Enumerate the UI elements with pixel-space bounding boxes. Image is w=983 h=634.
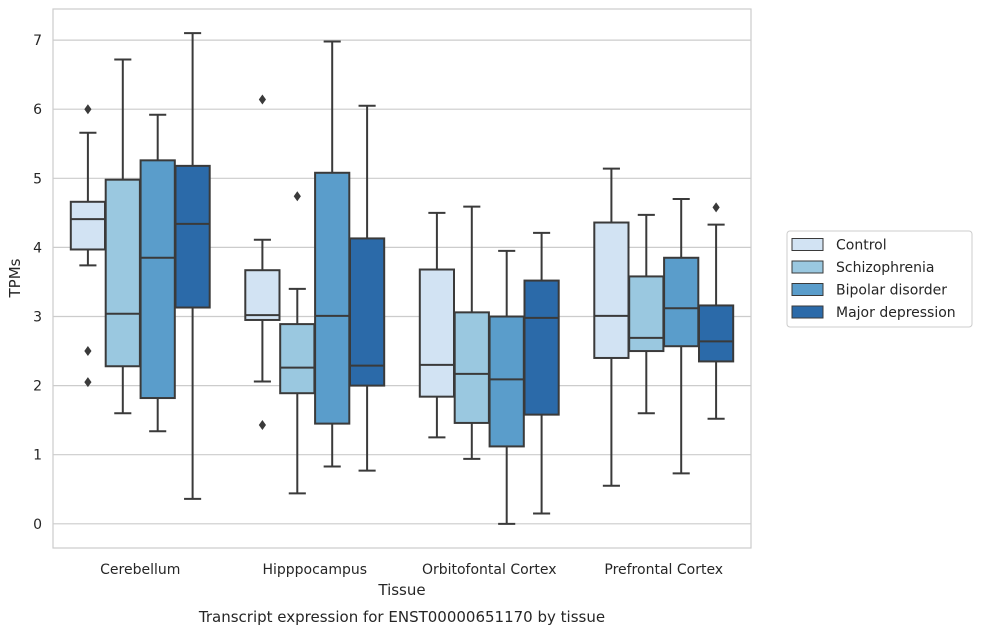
legend-items: Control Schizophrenia Bipolar disorder Majo… bbox=[791, 238, 956, 321]
x-tick-label: Prefrontal Cortex bbox=[604, 562, 723, 578]
box-control bbox=[418, 211, 456, 439]
legend-frame bbox=[786, 230, 973, 328]
iqr-box bbox=[69, 200, 107, 251]
y-tick-label: 2 bbox=[33, 379, 42, 395]
x-tick-label: Orbitofontal Cortex bbox=[422, 562, 557, 578]
outlier-marker bbox=[84, 346, 92, 357]
iqr-box bbox=[488, 315, 525, 448]
box-schizophrenia bbox=[628, 213, 665, 415]
box-schizophrenia bbox=[453, 205, 490, 460]
box-major-depression bbox=[174, 32, 211, 500]
iqr-box bbox=[139, 159, 176, 400]
iqr-box bbox=[279, 323, 316, 395]
iqr-box bbox=[244, 269, 281, 321]
legend-label: Control bbox=[836, 238, 887, 254]
box-schizophrenia bbox=[104, 58, 141, 415]
legend-label: Major depression bbox=[836, 305, 956, 321]
outlier-marker bbox=[84, 377, 92, 388]
legend-swatch bbox=[791, 305, 824, 319]
y-tick-label: 6 bbox=[33, 102, 42, 118]
legend-swatch bbox=[791, 238, 824, 251]
y-tick-label: 5 bbox=[33, 171, 42, 187]
box-bipolar-disorder bbox=[314, 40, 351, 468]
box-bipolar-disorder bbox=[663, 198, 700, 475]
box-control bbox=[244, 94, 281, 430]
y-tick-label: 3 bbox=[33, 310, 42, 326]
iqr-box bbox=[174, 164, 211, 309]
outlier-marker bbox=[258, 419, 266, 430]
iqr-box bbox=[697, 304, 735, 363]
x-tick-label: Hipppocampus bbox=[262, 562, 367, 578]
y-tick-label: 7 bbox=[33, 33, 42, 49]
box-major-depression bbox=[348, 104, 386, 472]
chart-caption: Transcript expression for ENST0000065117… bbox=[198, 608, 605, 626]
iqr-box bbox=[453, 311, 490, 424]
box-series bbox=[69, 32, 735, 525]
legend-swatch bbox=[791, 283, 824, 296]
legend-label: Bipolar disorder bbox=[836, 283, 947, 299]
y-tick-label: 1 bbox=[33, 448, 42, 464]
x-tick-label: Cerebellum bbox=[100, 562, 180, 578]
outlier-marker bbox=[258, 94, 266, 105]
iqr-box bbox=[523, 279, 560, 416]
box-major-depression bbox=[697, 202, 735, 420]
box-control bbox=[69, 104, 107, 388]
y-tick-label: 4 bbox=[33, 240, 42, 256]
box-control bbox=[593, 167, 630, 487]
box-schizophrenia bbox=[279, 191, 316, 495]
legend-label: Schizophrenia bbox=[836, 260, 934, 276]
outlier-marker bbox=[712, 202, 720, 213]
legend: Control Schizophrenia Bipolar disorder Majo… bbox=[786, 230, 973, 328]
y-tick-label: 0 bbox=[33, 517, 42, 533]
y-tick-labels: 0 1 2 3 4 5 6 7 bbox=[33, 33, 42, 533]
outlier-marker bbox=[293, 191, 301, 202]
iqr-box bbox=[348, 237, 386, 387]
box-bipolar-disorder bbox=[139, 113, 176, 433]
iqr-box bbox=[104, 178, 141, 368]
box-major-depression bbox=[523, 231, 560, 515]
x-axis-title: Tissue bbox=[377, 581, 425, 599]
y-axis-title: TPMs bbox=[6, 258, 24, 298]
plot-frame bbox=[52, 8, 752, 549]
iqr-box bbox=[663, 256, 700, 348]
iqr-box bbox=[628, 275, 665, 353]
iqr-box bbox=[314, 171, 351, 425]
iqr-box bbox=[593, 221, 630, 359]
iqr-box bbox=[418, 268, 456, 398]
legend-swatch bbox=[791, 260, 824, 274]
outlier-marker bbox=[84, 104, 92, 115]
x-tick-labels: Cerebellum Hipppocampus Orbitofontal Corte… bbox=[100, 562, 723, 578]
